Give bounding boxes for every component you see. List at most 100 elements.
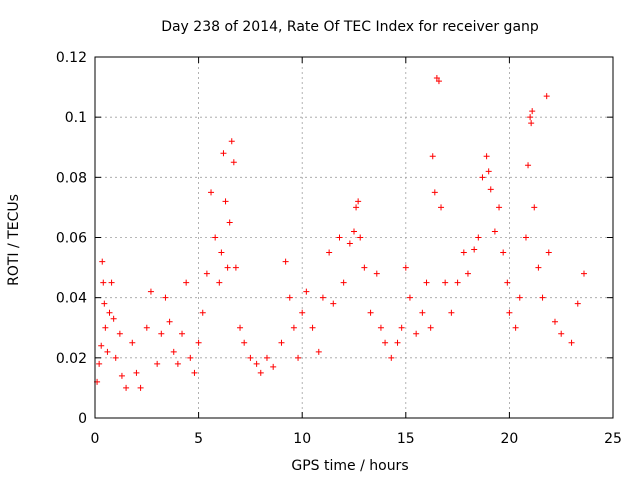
data-point <box>212 234 219 241</box>
data-point <box>336 234 343 241</box>
grid <box>95 57 613 418</box>
data-point <box>431 189 438 196</box>
x-axis-label: GPS time / hours <box>291 458 408 474</box>
data-point <box>496 204 503 211</box>
y-tick-label: 0.06 <box>56 231 87 247</box>
data-point <box>475 234 482 241</box>
data-point <box>357 234 364 241</box>
data-point <box>558 330 565 337</box>
data-point <box>133 369 140 376</box>
data-point <box>247 354 254 361</box>
data-point <box>303 288 310 295</box>
data-point <box>232 264 239 271</box>
data-point <box>353 204 360 211</box>
data-point <box>525 162 532 169</box>
y-tick-label: 0.08 <box>56 170 87 186</box>
data-point <box>237 324 244 331</box>
data-point <box>208 189 215 196</box>
data-point <box>464 270 471 277</box>
data-point <box>222 198 229 205</box>
data-point <box>522 234 529 241</box>
data-point <box>406 294 413 301</box>
data-point <box>174 360 181 367</box>
data-point <box>528 120 535 127</box>
data-point <box>500 249 507 256</box>
data-point <box>448 309 455 316</box>
data-point <box>326 249 333 256</box>
data-point <box>226 219 233 226</box>
data-point <box>98 342 105 349</box>
data-point <box>170 348 177 355</box>
data-point <box>154 360 161 367</box>
data-point <box>315 348 322 355</box>
data-point <box>143 324 150 331</box>
data-point <box>504 279 511 286</box>
data-point <box>282 258 289 265</box>
data-point <box>295 354 302 361</box>
x-tick-label: 25 <box>604 431 622 447</box>
x-tick-label: 15 <box>397 431 415 447</box>
data-point <box>137 384 144 391</box>
data-point <box>195 339 202 346</box>
data-point <box>253 360 260 367</box>
data-point <box>162 294 169 301</box>
data-point <box>116 330 123 337</box>
data-point <box>388 354 395 361</box>
x-tick-labels: 0 5 10 15 20 25 <box>91 431 622 447</box>
data-point <box>438 204 445 211</box>
data-point <box>99 258 106 265</box>
data-point <box>512 324 519 331</box>
data-points <box>94 75 587 391</box>
data-point <box>118 372 125 379</box>
data-point <box>129 339 136 346</box>
data-point <box>402 264 409 271</box>
axis-ticks <box>94 56 614 419</box>
data-point <box>216 279 223 286</box>
data-point <box>228 138 235 145</box>
data-point <box>377 324 384 331</box>
data-point <box>485 168 492 175</box>
data-point <box>543 93 550 100</box>
data-point <box>123 384 130 391</box>
data-point <box>218 249 225 256</box>
y-axis-label: ROTI / TECUs <box>6 194 22 286</box>
data-point <box>568 339 575 346</box>
y-tick-label: 0.04 <box>56 291 87 307</box>
data-point <box>199 309 206 316</box>
data-point <box>112 354 119 361</box>
data-point <box>187 354 194 361</box>
data-point <box>479 174 486 181</box>
data-point <box>427 324 434 331</box>
y-tick-labels: 0 0.02 0.04 0.06 0.08 0.1 0.12 <box>56 50 87 427</box>
data-point <box>102 324 109 331</box>
data-point <box>179 330 186 337</box>
x-tick-label: 0 <box>91 431 100 447</box>
data-point <box>491 228 498 235</box>
data-point <box>104 348 111 355</box>
data-point <box>203 270 210 277</box>
data-point <box>224 264 231 271</box>
data-point <box>361 264 368 271</box>
y-tick-label: 0.02 <box>56 351 87 367</box>
data-point <box>290 324 297 331</box>
data-point <box>545 249 552 256</box>
data-point <box>166 318 173 325</box>
data-point <box>413 330 420 337</box>
data-point <box>394 339 401 346</box>
data-point <box>106 309 113 316</box>
data-point <box>220 150 227 157</box>
data-point <box>442 279 449 286</box>
data-point <box>433 75 440 82</box>
data-point <box>483 153 490 160</box>
data-point <box>527 114 534 121</box>
data-point <box>373 270 380 277</box>
data-point <box>580 270 587 277</box>
data-point <box>108 279 115 286</box>
data-point <box>516 294 523 301</box>
data-point <box>574 300 581 307</box>
data-point <box>340 279 347 286</box>
data-point <box>454 279 461 286</box>
data-point <box>263 354 270 361</box>
